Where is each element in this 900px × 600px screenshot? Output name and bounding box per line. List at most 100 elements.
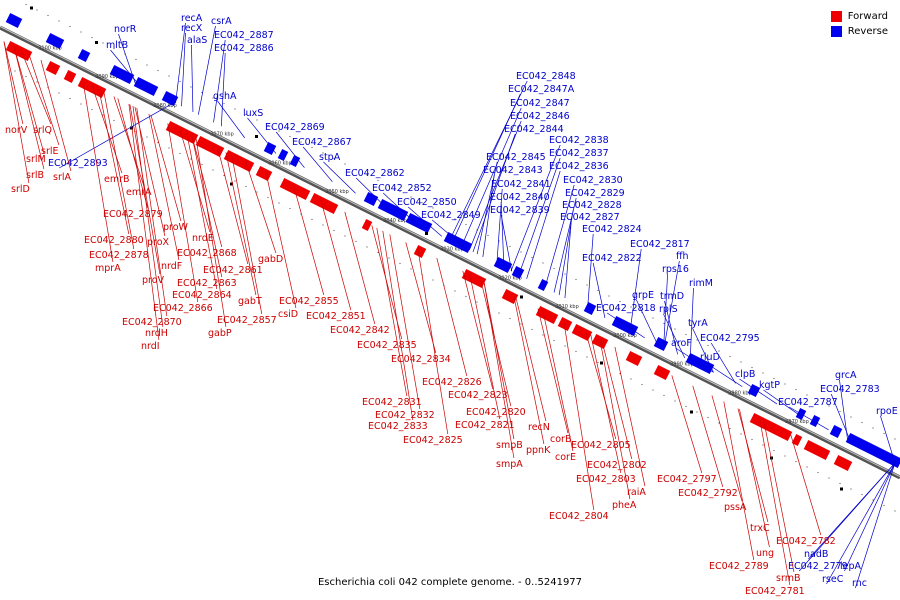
gene-label-ec042-2817[interactable]: EC042_2817	[630, 239, 690, 250]
gene-label-smpa[interactable]: smpA	[496, 459, 523, 470]
gene-label-lepa[interactable]: lepA	[840, 561, 862, 572]
gene-label-arof[interactable]: aroF	[671, 338, 692, 349]
gene-label-ec042-2844[interactable]: EC042_2844	[504, 124, 564, 135]
forward-gene[interactable]	[165, 121, 199, 144]
forward-gene[interactable]	[571, 324, 593, 341]
gene-label-pssa[interactable]: pssA	[724, 502, 747, 513]
gene-label-grpe[interactable]: grpE	[632, 290, 654, 301]
gene-label-nadb[interactable]: nadB	[804, 549, 828, 560]
gene-label-phea[interactable]: pheA	[612, 500, 637, 511]
gene-label-norr[interactable]: norR	[114, 24, 137, 35]
gene-label-ec042-2804[interactable]: EC042_2804	[549, 511, 609, 522]
gene-label-ec042-2836[interactable]: EC042_2836	[549, 161, 609, 172]
reverse-gene[interactable]	[133, 77, 159, 96]
gene-label-ec042-2886[interactable]: EC042_2886	[214, 43, 274, 54]
gene-label-ec042-2850[interactable]: EC042_2850	[397, 197, 457, 208]
gene-label-ec042-2878[interactable]: EC042_2878	[89, 250, 149, 261]
forward-gene[interactable]	[45, 61, 61, 75]
gene-label-ppnk[interactable]: ppnK	[526, 445, 551, 456]
reverse-gene[interactable]	[493, 257, 513, 273]
reverse-gene[interactable]	[405, 213, 433, 233]
forward-gene[interactable]	[625, 351, 643, 366]
gene-label-ec042-2826[interactable]: EC042_2826	[422, 377, 482, 388]
gene-label-ec042-2879[interactable]: EC042_2879	[103, 209, 163, 220]
gene-label-ec042-2824[interactable]: EC042_2824	[582, 224, 642, 235]
gene-label-tyra[interactable]: tyrA	[688, 318, 708, 329]
gene-label-rimm[interactable]: rimM	[689, 278, 713, 289]
forward-gene[interactable]	[77, 77, 107, 98]
gene-label-nrdf[interactable]: nrdF	[161, 261, 182, 272]
gene-label-ung[interactable]: ung	[756, 548, 774, 559]
gene-label-ec042-2887[interactable]: EC042_2887	[214, 30, 274, 41]
gene-label-srlb[interactable]: srlB	[26, 170, 44, 181]
gene-label-ec042-2827[interactable]: EC042_2827	[560, 212, 620, 223]
reverse-gene[interactable]	[829, 425, 843, 438]
gene-label-reca[interactable]: recA	[181, 13, 203, 24]
gene-label-srmb[interactable]: srmB	[776, 573, 800, 584]
gene-label-ec042-2831[interactable]: EC042_2831	[362, 397, 422, 408]
gene-label-ec042-2880[interactable]: EC042_2880	[84, 235, 144, 246]
reverse-gene[interactable]	[5, 13, 23, 28]
forward-gene[interactable]	[413, 245, 427, 258]
gene-label-rpoe[interactable]: rpoE	[876, 406, 898, 417]
gene-label-ec042-2868[interactable]: EC042_2868	[177, 248, 237, 259]
gene-label-ec042-2802[interactable]: EC042_2802	[587, 460, 647, 471]
gene-label-ec042-2861[interactable]: EC042_2861	[203, 265, 263, 276]
forward-gene[interactable]	[749, 413, 793, 441]
gene-label-gabd[interactable]: gabD	[258, 254, 283, 265]
forward-gene[interactable]	[255, 166, 273, 181]
gene-label-srle[interactable]: srlE	[41, 146, 59, 157]
gene-label-ec042-2797[interactable]: EC042_2797	[657, 474, 717, 485]
reverse-gene[interactable]	[109, 65, 135, 84]
gene-label-ec042-2828[interactable]: EC042_2828	[562, 200, 622, 211]
gene-label-nrdh[interactable]: nrdH	[145, 328, 168, 339]
reverse-gene[interactable]	[653, 337, 669, 351]
gene-label-ec042-2783[interactable]: EC042_2783	[820, 384, 880, 395]
gene-label-stpa[interactable]: stpA	[319, 152, 341, 163]
forward-gene[interactable]	[535, 306, 559, 324]
gene-label-ec042-2779[interactable]: EC042_2779	[788, 561, 848, 572]
gene-label-ec042-2795[interactable]: EC042_2795	[700, 333, 760, 344]
gene-label-rlud[interactable]: rluD	[700, 352, 720, 363]
gene-label-ec042-2792[interactable]: EC042_2792	[678, 488, 738, 499]
gene-label-ec042-2782[interactable]: EC042_2782	[776, 536, 836, 547]
forward-gene[interactable]	[279, 178, 311, 200]
gene-label-csid[interactable]: csiD	[278, 309, 298, 320]
forward-gene[interactable]	[5, 41, 33, 61]
gene-label-emrb[interactable]: emrB	[104, 174, 130, 185]
gene-label-ec042-2852[interactable]: EC042_2852	[372, 183, 432, 194]
reverse-gene[interactable]	[747, 384, 761, 397]
gene-label-ec042-2803[interactable]: EC042_2803	[576, 474, 636, 485]
reverse-gene[interactable]	[611, 316, 639, 336]
gene-label-corb[interactable]: corB	[550, 434, 571, 445]
gene-label-ec042-2842[interactable]: EC042_2842	[330, 325, 390, 336]
gene-label-srlq[interactable]: srlQ	[33, 125, 52, 136]
gene-label-prov[interactable]: proV	[142, 275, 165, 286]
gene-label-gsha[interactable]: gshA	[213, 91, 237, 102]
gene-label-ec042-2825[interactable]: EC042_2825	[403, 435, 463, 446]
gene-label-ec042-2870[interactable]: EC042_2870	[122, 317, 182, 328]
gene-label-ec042-2862[interactable]: EC042_2862	[345, 168, 405, 179]
forward-gene[interactable]	[223, 150, 255, 172]
gene-label-ec042-2866[interactable]: EC042_2866	[153, 303, 213, 314]
forward-gene[interactable]	[791, 434, 803, 446]
reverse-gene[interactable]	[583, 302, 597, 315]
gene-label-ec042-2830[interactable]: EC042_2830	[563, 175, 623, 186]
gene-label-ec042-2863[interactable]: EC042_2863	[177, 278, 237, 289]
gene-label-ec042-2843[interactable]: EC042_2843	[483, 165, 543, 176]
gene-label-srlm[interactable]: srlM	[26, 154, 46, 165]
gene-label-csra[interactable]: csrA	[211, 16, 232, 27]
forward-gene[interactable]	[501, 289, 519, 304]
gene-label-ec042-2841[interactable]: EC042_2841	[491, 179, 551, 190]
gene-label-recx[interactable]: recX	[181, 23, 203, 34]
gene-label-ec042-2787[interactable]: EC042_2787	[778, 397, 838, 408]
gene-label-emra[interactable]: emrA	[126, 187, 152, 198]
legend-forward[interactable]: Forward	[830, 9, 888, 24]
gene-label-gabp[interactable]: gabP	[208, 328, 232, 339]
gene-label-smpb[interactable]: smpB	[496, 440, 523, 451]
gene-label-ec042-2857[interactable]: EC042_2857	[217, 315, 277, 326]
gene-label-ec042-2845[interactable]: EC042_2845	[486, 152, 546, 163]
gene-label-rsec[interactable]: rseC	[822, 574, 844, 585]
gene-label-ec042-2835[interactable]: EC042_2835	[357, 340, 417, 351]
gene-label-ec042-2818[interactable]: EC042_2818	[596, 303, 656, 314]
